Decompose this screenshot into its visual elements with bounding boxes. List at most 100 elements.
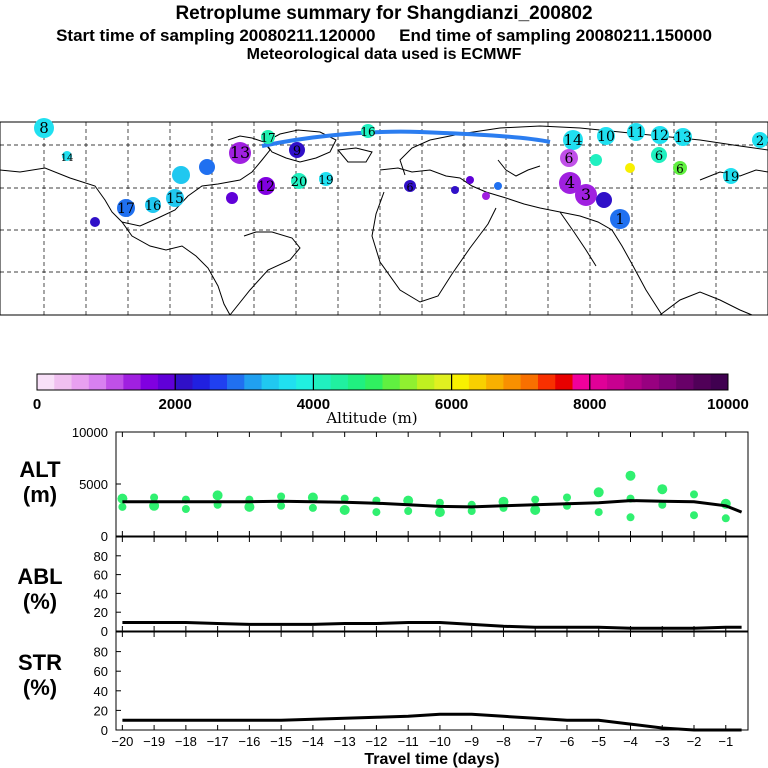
colorbar-segment [624,374,643,390]
alt-scatter-point [435,498,444,507]
colorbar-segment [486,374,504,390]
map-marker-label: 10 [597,129,615,145]
colorbar-segment [54,374,73,390]
str-line [122,712,742,732]
abl-panel: ABL (%) 80 60 40 20 0 [17,536,749,639]
map-marker: 12 [651,126,669,144]
map-marker-dot [575,184,597,206]
map-marker-label: 1 [615,210,625,228]
colorbar-segment [537,374,556,390]
map-marker-label: 13 [674,130,692,146]
abl-panel-frame [115,536,749,632]
map-marker-label: 9 [293,144,301,159]
alt-scatter-point [721,514,730,523]
y-tick-label: 40 [94,684,108,699]
alt-scatter-point [340,494,349,503]
map-marker-label: 13 [230,143,250,162]
map-marker: 10 [597,127,615,145]
alt-scatter-point [467,507,476,515]
map-marker: 19 [723,168,740,185]
colorbar-segment [157,374,176,390]
map-marker-label: 19 [723,170,740,185]
map-marker-label: 17 [117,201,135,217]
x-tick-label: −2 [687,734,702,749]
map-marker: 17 [117,199,135,217]
colorbar-segment [175,374,193,390]
colorbar-axis-label: Altitude (m) [325,409,417,427]
colorbar-segment [555,374,574,390]
map-marker-label: 6 [565,151,574,167]
colorbar-segment [313,374,332,390]
map-marker: 6 [673,161,687,176]
map-marker-label: 8 [39,119,49,137]
alt-scatter-point [434,507,445,518]
abl-line [122,621,742,630]
x-tick-label: −9 [464,734,479,749]
y-tick-label: 20 [94,605,108,620]
x-axis-label: Travel time (days) [364,751,499,768]
map-marker-label: 6 [676,162,684,176]
map-marker: 14 [61,151,73,164]
map-marker-dot [723,168,739,184]
colorbar-segment [676,374,694,390]
alt-scatter-point [531,495,540,504]
map-marker-dot [482,192,490,200]
colorbar-segment [434,374,453,390]
map-marker: 6 [560,149,578,167]
alt-scatter-point [308,503,317,512]
map-marker: 20 [291,173,308,190]
colorbar-tick-label: 4000 [297,396,330,413]
map-marker-dot [610,209,630,229]
map-marker-label: 20 [291,175,308,190]
chart-title: Retroplume summary for Shangdianzi_20080… [175,3,593,24]
colorbar-segment [520,374,539,390]
map-marker: 9 [289,142,305,159]
y-tick-label: 0 [101,529,108,544]
map-marker-dot [229,142,251,164]
x-tick-label: −7 [528,734,543,749]
colorbar-segment [572,374,591,390]
colorbar-segment [503,374,522,390]
str-panel-frame [115,631,749,731]
colorbar-segment [710,374,729,390]
map-marker-dot [172,166,190,184]
str-panel-unit: (%) [23,675,57,700]
x-tick-label: −6 [560,734,575,749]
colorbar-segment [209,374,228,390]
map-marker-dot [597,127,615,145]
map-marker-dot [291,173,307,189]
x-tick-label: −10 [429,734,451,749]
colorbar-segment [693,374,712,390]
alt-scatter-point [307,492,318,503]
x-tick-label: −4 [623,734,638,749]
colorbar-tick-label: 2000 [159,396,192,413]
colorbar-tick-label: 8000 [573,396,606,413]
y-tick-label: 5000 [79,477,108,492]
alt-scatter-point [277,501,286,510]
colorbar-segment [399,374,418,390]
colorbar-segment [382,374,401,390]
alt-scatter-point [658,500,667,509]
colorbar-segment [330,374,349,390]
colorbar-segment [192,374,211,390]
y-tick-label: 20 [94,703,108,718]
alt-panel-name: ALT [19,457,61,482]
map-marker-dot [625,163,635,173]
map-marker: 13 [229,142,251,164]
map-marker: 14 [563,130,583,150]
str-panel-name: STR [18,650,62,675]
map-marker-label: 12 [257,179,275,195]
colorbar-segment [451,374,470,390]
alt-scatter-point [563,493,571,502]
map-marker-dot [590,154,602,166]
colorbar-segment [365,374,383,390]
alt-scatter-point [244,501,255,512]
map-marker: 8 [34,118,54,138]
map-marker: 2 [752,132,768,149]
map-marker-label: 16 [360,125,375,139]
map-marker-dot [651,126,669,144]
alt-scatter-point [690,511,698,520]
x-tick-label: −3 [655,734,670,749]
met-data-label: Meteorological data used is ECMWF [246,46,522,63]
